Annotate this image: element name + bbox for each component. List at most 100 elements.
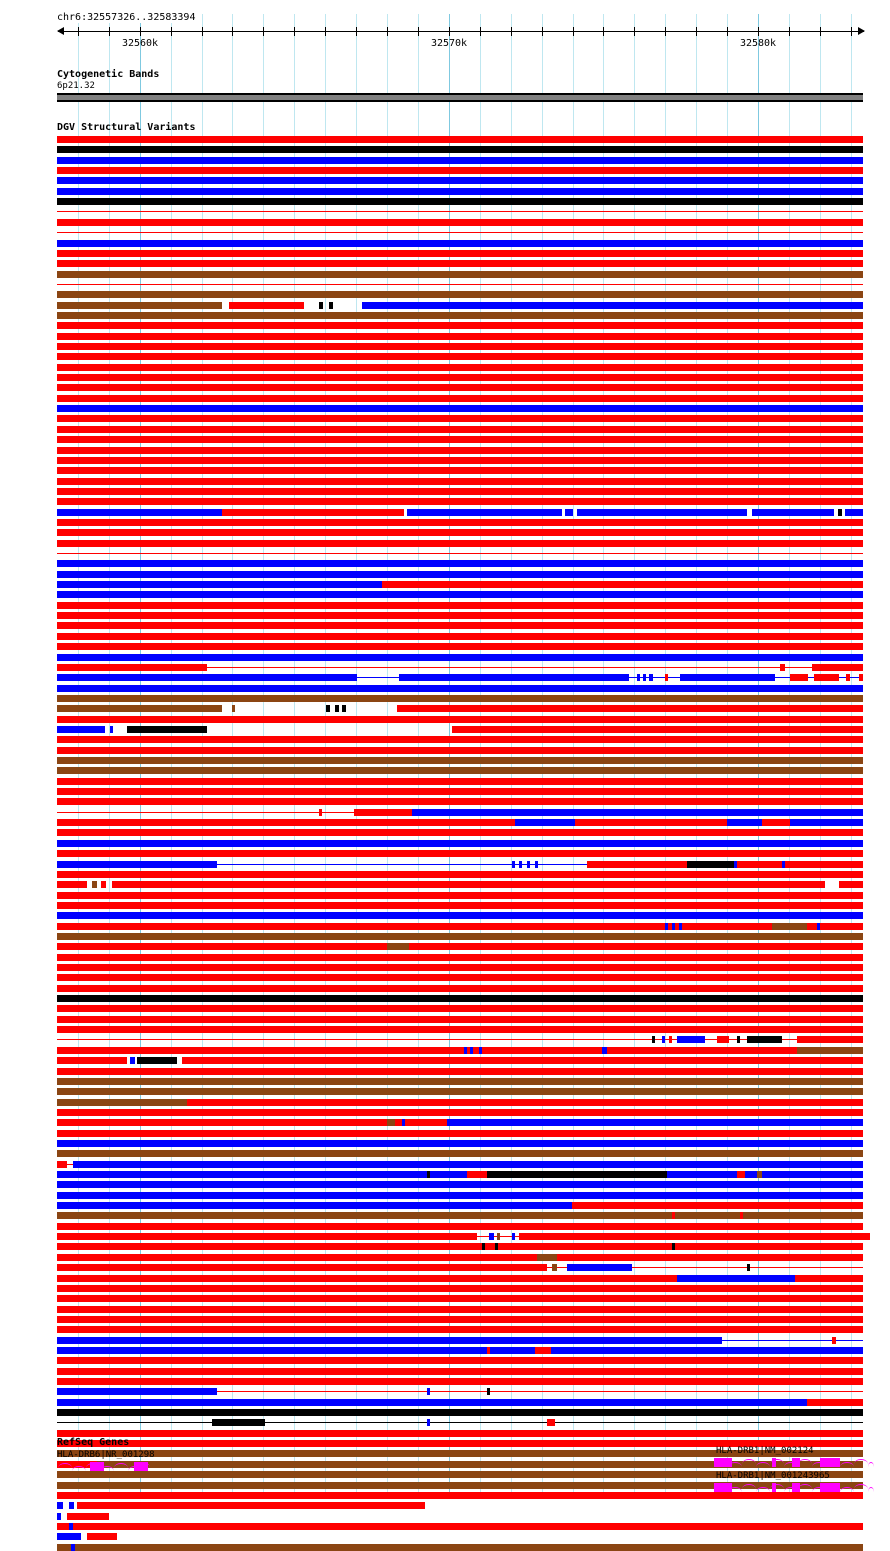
- dgv-variant-segment[interactable]: [752, 508, 834, 516]
- dgv-variant-segment[interactable]: [57, 1253, 527, 1261]
- dgv-variant-segment[interactable]: [57, 663, 207, 671]
- dgv-variant-segment[interactable]: [455, 725, 863, 733]
- dgv-variant-row[interactable]: [0, 187, 890, 195]
- dgv-variant-row[interactable]: [0, 446, 890, 454]
- dgv-variant-segment[interactable]: [772, 922, 807, 930]
- dgv-variant-segment[interactable]: [642, 860, 722, 868]
- dgv-variant-segment[interactable]: [665, 674, 668, 682]
- dgv-variant-segment[interactable]: [452, 725, 457, 733]
- dgv-variant-row[interactable]: [0, 1098, 890, 1106]
- dgv-variant-row[interactable]: [0, 601, 890, 609]
- dgv-variant-row[interactable]: [0, 1533, 890, 1541]
- dgv-variant-segment[interactable]: [740, 1212, 743, 1220]
- dgv-variant-row[interactable]: [0, 508, 890, 516]
- dgv-variant-segment[interactable]: [412, 808, 863, 816]
- dgv-variant-segment[interactable]: [464, 1046, 467, 1054]
- dgv-variant-row[interactable]: [0, 570, 890, 578]
- dgv-variant-segment[interactable]: [57, 1057, 127, 1065]
- dgv-variant-segment[interactable]: [57, 1202, 572, 1210]
- dgv-variant-row[interactable]: [0, 1139, 890, 1147]
- dgv-variant-segment[interactable]: [57, 922, 637, 930]
- dgv-variant-row[interactable]: [0, 974, 890, 982]
- dgv-variant-segment[interactable]: [535, 1346, 551, 1354]
- dgv-variant-segment[interactable]: [57, 746, 863, 754]
- dgv-variant-segment[interactable]: [57, 332, 863, 340]
- dgv-variant-row[interactable]: [0, 1274, 890, 1282]
- dgv-variant-segment[interactable]: [57, 819, 863, 827]
- dgv-variant-segment[interactable]: [519, 1233, 870, 1241]
- dgv-variant-row[interactable]: [0, 1450, 890, 1458]
- dgv-variant-segment[interactable]: [847, 922, 863, 930]
- dgv-variant-segment[interactable]: [687, 860, 737, 868]
- dgv-variant-segment[interactable]: [57, 581, 382, 589]
- dgv-variant-row[interactable]: [0, 1077, 890, 1085]
- dgv-variant-row[interactable]: [0, 819, 890, 827]
- dgv-variant-segment[interactable]: [737, 1036, 740, 1044]
- dgv-variant-segment[interactable]: [57, 1315, 587, 1323]
- dgv-variant-segment[interactable]: [537, 1253, 557, 1261]
- dgv-variant-segment[interactable]: [67, 1512, 109, 1520]
- dgv-variant-segment[interactable]: [57, 311, 863, 319]
- cytogenetic-band-track[interactable]: [57, 93, 863, 102]
- dgv-variant-row[interactable]: [0, 984, 890, 992]
- dgv-variant-segment[interactable]: [527, 1243, 637, 1251]
- dgv-variant-segment[interactable]: [470, 1046, 473, 1054]
- dgv-variant-row[interactable]: [0, 456, 890, 464]
- dgv-variant-row[interactable]: [0, 995, 890, 1003]
- dgv-variant-row[interactable]: [0, 1202, 890, 1210]
- dgv-variant-row[interactable]: [0, 1015, 890, 1023]
- dgv-variant-row[interactable]: [0, 591, 890, 599]
- dgv-variant-segment[interactable]: [512, 1233, 515, 1241]
- dgv-variant-segment[interactable]: [329, 301, 333, 309]
- dgv-variant-segment[interactable]: [342, 705, 346, 713]
- dgv-variant-segment[interactable]: [57, 1191, 863, 1199]
- dgv-variant-segment[interactable]: [387, 943, 409, 951]
- dgv-variant-segment[interactable]: [487, 1388, 490, 1396]
- dgv-variant-segment[interactable]: [57, 560, 863, 568]
- dgv-variant-segment[interactable]: [57, 384, 863, 392]
- dgv-variant-segment[interactable]: [57, 1326, 863, 1334]
- dgv-variant-segment[interactable]: [326, 705, 330, 713]
- dgv-variant-segment[interactable]: [319, 301, 323, 309]
- dgv-variant-segment[interactable]: [57, 260, 863, 268]
- dgv-variant-segment[interactable]: [57, 684, 863, 692]
- dgv-variant-segment[interactable]: [535, 860, 538, 868]
- dgv-variant-segment[interactable]: [57, 767, 863, 775]
- dgv-variant-segment[interactable]: [697, 1046, 722, 1054]
- dgv-variant-segment[interactable]: [672, 1212, 675, 1220]
- dgv-variant-row[interactable]: [0, 167, 890, 175]
- dgv-variant-segment[interactable]: [57, 1491, 863, 1499]
- dgv-variant-segment[interactable]: [57, 394, 863, 402]
- dgv-variant-segment[interactable]: [747, 1264, 750, 1272]
- dgv-variant-row[interactable]: [0, 891, 890, 899]
- dgv-variant-segment[interactable]: [57, 881, 87, 889]
- dgv-variant-segment[interactable]: [57, 405, 863, 413]
- dgv-variant-segment[interactable]: [57, 1295, 863, 1303]
- dgv-variant-segment[interactable]: [57, 1067, 863, 1075]
- dgv-variant-row[interactable]: [0, 1471, 890, 1479]
- dgv-variant-row[interactable]: [0, 156, 890, 164]
- dgv-variant-segment[interactable]: [57, 1171, 247, 1178]
- dgv-variant-row[interactable]: [0, 705, 890, 713]
- dgv-variant-segment[interactable]: [757, 1046, 787, 1054]
- dgv-variant-segment[interactable]: [487, 1346, 490, 1354]
- dgv-variant-segment[interactable]: [57, 353, 863, 361]
- dgv-variant-row[interactable]: [0, 1181, 890, 1189]
- dgv-variant-row[interactable]: [0, 943, 890, 951]
- dgv-variant-segment[interactable]: [57, 943, 863, 951]
- dgv-variant-segment[interactable]: [130, 1057, 135, 1065]
- dgv-variant-row[interactable]: [0, 1315, 890, 1323]
- dgv-variant-segment[interactable]: [57, 1108, 863, 1116]
- dgv-variant-segment[interactable]: [427, 1419, 430, 1427]
- dgv-variant-row[interactable]: [0, 436, 890, 444]
- dgv-variant-row[interactable]: [0, 632, 890, 640]
- dgv-variant-row[interactable]: [0, 912, 890, 920]
- dgv-variant-row[interactable]: [0, 1253, 890, 1261]
- dgv-variant-segment[interactable]: [729, 1046, 737, 1054]
- dgv-variant-row[interactable]: [0, 353, 890, 361]
- dgv-variant-row[interactable]: [0, 798, 890, 806]
- dgv-variant-segment[interactable]: [495, 1243, 498, 1251]
- dgv-variant-segment[interactable]: [57, 725, 105, 733]
- dgv-variant-segment[interactable]: [57, 291, 863, 299]
- dgv-variant-segment[interactable]: [734, 860, 737, 868]
